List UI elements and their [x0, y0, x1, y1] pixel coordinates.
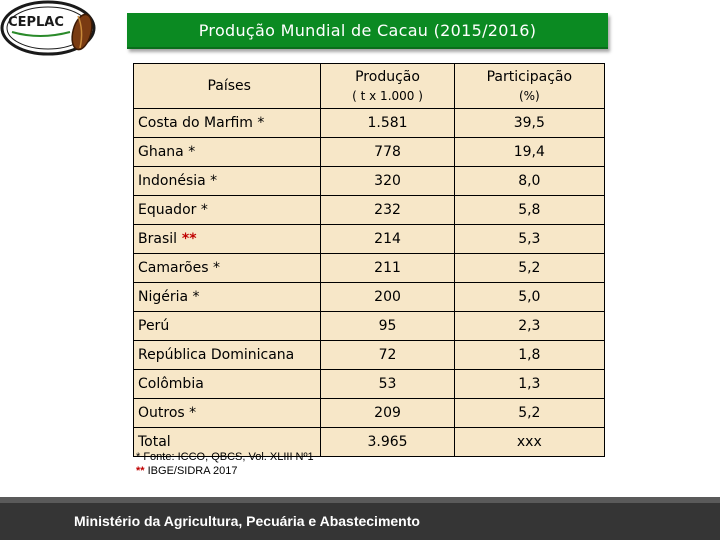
production-cell: 778 [320, 137, 455, 167]
country-cell: Brasil ** [132, 224, 322, 254]
share-cell: 5,3 [453, 224, 606, 254]
share-cell: 8,0 [453, 166, 606, 196]
country-name: Ghana [138, 144, 184, 160]
sources-note: * Fonte: ICCO, QBCS, Vol. XLIII Nº1 ** I… [136, 450, 314, 478]
footer-ministry-text: Ministério da Agricultura, Pecuária e Ab… [74, 513, 420, 529]
country-name: Colômbia [138, 376, 204, 392]
country-mark: * [208, 260, 220, 276]
header-countries: Países [132, 63, 322, 109]
footer-shade [0, 497, 720, 503]
country-cell: Costa do Marfim * [132, 108, 322, 138]
country-name: República Dominicana [138, 347, 295, 363]
country-mark: * [252, 115, 265, 131]
country-name: Outros [138, 405, 185, 421]
country-cell: Ghana * [132, 137, 322, 167]
country-cell: Perú [132, 311, 322, 341]
production-cell: 209 [320, 398, 455, 428]
header-share: Participação (%) [453, 63, 606, 109]
source-line-2: ** IBGE/SIDRA 2017 [136, 464, 314, 478]
share-cell: 2,3 [453, 311, 606, 341]
source-red-mark: ** [136, 465, 145, 477]
production-cell: 200 [320, 282, 455, 312]
country-cell: Outros * [132, 398, 322, 428]
country-mark: * [184, 405, 197, 421]
production-cell: 95 [320, 311, 455, 341]
country-cell: Equador * [132, 195, 322, 225]
production-cell: 1.581 [320, 108, 455, 138]
country-name: Nigéria [138, 289, 189, 305]
share-cell: xxx [453, 427, 606, 457]
share-cell: 5,0 [453, 282, 606, 312]
table-header-row: Países Produção ( t x 1.000 ) Participaçã… [132, 63, 606, 109]
logo-text: CEPLAC [8, 15, 64, 30]
country-name: Brasil [138, 231, 178, 247]
table-row: Colômbia 53 1,3 [132, 369, 606, 399]
share-cell: 5,2 [453, 253, 606, 283]
country-red-mark: ** [177, 231, 197, 247]
production-cell: 3.965 [320, 427, 455, 457]
table-row: República Dominicana 72 1,8 [132, 340, 606, 370]
share-cell: 19,4 [453, 137, 606, 167]
share-cell: 5,8 [453, 195, 606, 225]
table-row: Brasil ** 214 5,3 [132, 224, 606, 254]
country-cell: Total [132, 427, 322, 457]
table-row: Ghana * 778 19,4 [132, 137, 606, 167]
country-name: Indonésia [138, 173, 206, 189]
ceplac-logo: CEPLAC [0, 0, 100, 56]
country-name: Camarões [138, 260, 209, 276]
footer-bar [0, 497, 720, 540]
production-cell: 211 [320, 253, 455, 283]
share-cell: 39,5 [453, 108, 606, 138]
table-row: Equador * 232 5,8 [132, 195, 606, 225]
production-cell: 214 [320, 224, 455, 254]
table-row: Costa do Marfim * 1.581 39,5 [132, 108, 606, 138]
title-bar: Produção Mundial de Cacau (2015/2016) [127, 13, 608, 49]
header-share-label: Participação [486, 69, 573, 85]
country-name: Costa do Marfim [138, 115, 253, 131]
header-production-label: Produção [355, 69, 420, 85]
country-mark: * [183, 144, 196, 160]
country-mark: * [205, 173, 218, 189]
country-name: Equador [138, 202, 197, 218]
production-table: Países Produção ( t x 1.000 ) Participaçã… [132, 63, 606, 457]
table-row: Camarões * 211 5,2 [132, 253, 606, 283]
production-cell: 320 [320, 166, 455, 196]
table-row: Nigéria * 200 5,0 [132, 282, 606, 312]
country-cell: Nigéria * [132, 282, 322, 312]
production-cell: 53 [320, 369, 455, 399]
share-cell: 5,2 [453, 398, 606, 428]
header-production: Produção ( t x 1.000 ) [320, 63, 455, 109]
share-cell: 1,8 [453, 340, 606, 370]
country-name: Total [138, 434, 171, 450]
table-row: Perú 95 2,3 [132, 311, 606, 341]
table-row: Outros * 209 5,2 [132, 398, 606, 428]
table-row-total: Total 3.965 xxx [132, 427, 606, 457]
production-cell: 72 [320, 340, 455, 370]
production-cell: 232 [320, 195, 455, 225]
page-title: Produção Mundial de Cacau (2015/2016) [198, 21, 537, 40]
table-row: Indonésia * 320 8,0 [132, 166, 606, 196]
header-share-unit: (%) [518, 89, 540, 103]
country-cell: Indonésia * [132, 166, 322, 196]
country-cell: Colômbia [132, 369, 322, 399]
source-line-2-text: IBGE/SIDRA 2017 [144, 465, 238, 477]
country-mark: * [196, 202, 208, 218]
share-cell: 1,3 [453, 369, 606, 399]
country-cell: República Dominicana [132, 340, 322, 370]
country-mark: * [188, 289, 200, 305]
country-cell: Camarões * [132, 253, 322, 283]
country-name: Perú [138, 318, 170, 334]
header-countries-label: Países [207, 78, 251, 94]
source-line-1: * Fonte: ICCO, QBCS, Vol. XLIII Nº1 [136, 451, 314, 463]
header-production-unit: ( t x 1.000 ) [352, 89, 423, 103]
